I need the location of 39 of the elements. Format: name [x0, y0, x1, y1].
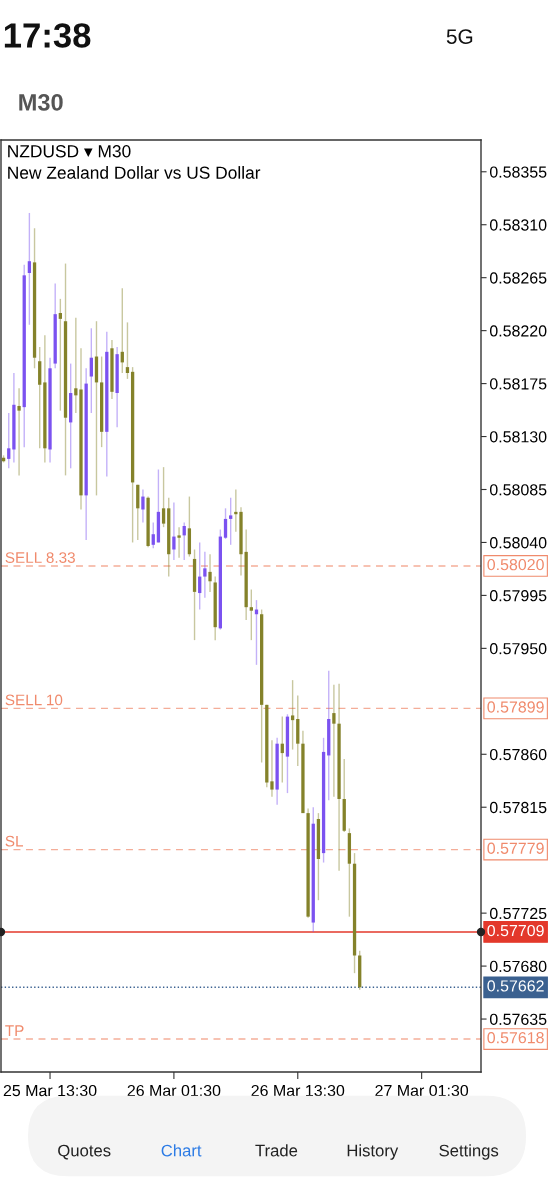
- y-tick-label: 0.57725: [489, 907, 547, 920]
- y-tick-label: 0.58130: [489, 431, 547, 443]
- text: 0.57618: [487, 1032, 544, 1044]
- text: 0.57779: [487, 842, 544, 854]
- ref-line-label: SL: [5, 835, 24, 847]
- y-tick-label: 0.57635: [489, 1013, 547, 1025]
- ref-line-label: SELL 8.33: [5, 552, 75, 563]
- y-tick-label: 0.58220: [489, 325, 547, 337]
- ref-line-label: SELL 10: [5, 694, 63, 706]
- y-tick-label: 0.58355: [489, 166, 547, 178]
- ref-line-label: TP: [5, 1025, 24, 1036]
- text: 0.57709: [487, 924, 544, 937]
- y-tick-label: 0.58265: [489, 272, 547, 284]
- text: History: [347, 1144, 399, 1160]
- y-tick-label: 0.58175: [489, 378, 547, 390]
- text: 5G: [446, 29, 473, 44]
- y-tick-label: 0.58085: [489, 484, 547, 496]
- text: Trade: [255, 1144, 298, 1157]
- x-tick-label: 25 Mar 13:30: [3, 1084, 97, 1097]
- x-tick-label: 26 Mar 01:30: [127, 1084, 221, 1097]
- text: Chart: [161, 1144, 202, 1157]
- y-tick-label: 0.57815: [489, 801, 547, 814]
- text: Quotes: [58, 1144, 111, 1160]
- y-tick-label: 0.57950: [489, 643, 547, 655]
- y-tick-label: 0.57995: [489, 590, 547, 602]
- y-tick-label: 0.58310: [489, 219, 547, 231]
- y-tick-label: 0.57680: [489, 960, 547, 973]
- text: M30: [19, 94, 63, 111]
- chart-title: NZDUSD ▾ M30: [8, 145, 131, 158]
- text: Settings: [439, 1144, 499, 1160]
- x-tick-label: 27 Mar 01:30: [375, 1084, 469, 1097]
- text: New Zealand Dollar vs US Dollar: [8, 166, 261, 179]
- text: 0.57662: [487, 980, 544, 992]
- text: 17:38: [4, 23, 91, 48]
- x-tick-label: 26 Mar 13:30: [251, 1084, 345, 1097]
- y-tick-label: 0.57860: [489, 748, 547, 761]
- text: 0.57899: [487, 701, 544, 713]
- y-tick-label: 0.58040: [489, 537, 547, 549]
- text: 0.58020: [487, 558, 544, 571]
